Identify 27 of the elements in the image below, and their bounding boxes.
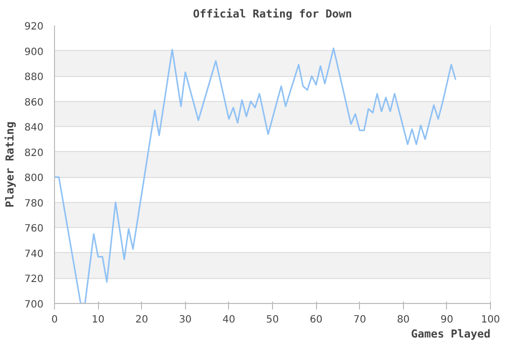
y-tick-label: 820 xyxy=(24,148,44,159)
x-tick-label: 30 xyxy=(178,314,192,326)
y-tick-label: 880 xyxy=(24,72,44,84)
y-tick-label: 700 xyxy=(24,300,44,310)
x-tick-label: 90 xyxy=(440,314,454,326)
y-tick-label: 760 xyxy=(24,224,44,235)
x-axis-title: Games Played xyxy=(411,328,491,340)
x-tick-label: 100 xyxy=(480,314,500,326)
y-tick-label: 720 xyxy=(24,274,44,286)
line-series xyxy=(54,47,456,304)
y-tick-label: 900 xyxy=(24,46,44,58)
x-tick-label: 10 xyxy=(92,314,104,326)
x-tick-label: 50 xyxy=(266,314,279,326)
x-tick-label: 40 xyxy=(222,314,236,326)
y-tick-label: 740 xyxy=(24,248,44,260)
x-tick-label: 70 xyxy=(353,314,366,326)
x-tick-label: 80 xyxy=(396,314,410,326)
y-tick-label: 800 xyxy=(24,173,44,184)
y-tick-label: 860 xyxy=(24,97,44,108)
y-tick-label: 780 xyxy=(24,198,44,210)
x-tick-label: 60 xyxy=(310,314,322,326)
chart-title: Official Rating for Down xyxy=(193,8,352,20)
x-tick-label: 0 xyxy=(51,314,58,326)
y-tick-label: 840 xyxy=(24,122,44,134)
y-tick-label: 920 xyxy=(24,22,44,32)
x-tick-label: 20 xyxy=(135,314,148,326)
y-axis-title: Player Rating xyxy=(3,121,16,208)
